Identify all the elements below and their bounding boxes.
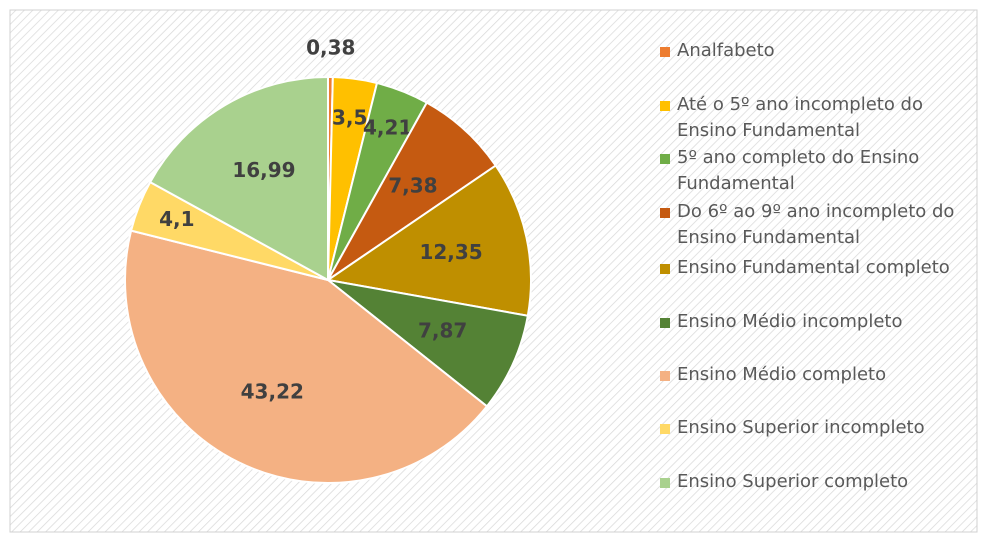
- legend-label: Ensino Médio completo: [677, 364, 887, 385]
- legend-swatch: [660, 478, 670, 488]
- legend-label: Ensino Superior incompleto: [677, 417, 925, 438]
- legend-label: Até o 5º ano incompleto do Ensino Fundam…: [677, 94, 923, 141]
- data-label: 43,22: [241, 379, 304, 403]
- legend-swatch: [660, 371, 670, 381]
- data-label: 16,99: [232, 158, 295, 182]
- legend-item: Ensino Fundamental completo: [660, 255, 980, 281]
- legend-swatch: [660, 318, 670, 328]
- legend-item: Ensino Médio completo: [660, 362, 980, 388]
- legend-label: Ensino Superior completo: [677, 471, 909, 492]
- legend-label: Do 6º ao 9º ano incompleto do Ensino Fun…: [677, 201, 955, 248]
- pie-slice: [327, 279, 529, 408]
- legend-swatch: [660, 264, 670, 274]
- legend-item: 5º ano completo do Ensino Fundamental: [660, 145, 980, 197]
- pie-slice: [325, 164, 532, 317]
- legend-item: Analfabeto: [660, 38, 980, 64]
- data-label: 0,38: [306, 36, 355, 60]
- legend-label: Analfabeto: [677, 40, 775, 61]
- pie-slice: [124, 229, 489, 484]
- data-label: 4,21: [363, 115, 412, 139]
- data-label: 3,5: [332, 106, 367, 130]
- pie-slice: [148, 75, 329, 282]
- legend-label: 5º ano completo do Ensino Fundamental: [677, 147, 920, 194]
- legend-item: Do 6º ao 9º ano incompleto do Ensino Fun…: [660, 199, 980, 251]
- data-label: 7,87: [418, 318, 467, 342]
- legend-swatch: [660, 47, 670, 57]
- legend-swatch: [660, 208, 670, 218]
- legend-item: Ensino Médio incompleto: [660, 309, 980, 335]
- legend-label: Ensino Médio incompleto: [677, 311, 903, 332]
- legend-swatch: [660, 101, 670, 111]
- data-label: 12,35: [419, 240, 482, 264]
- data-label: 4,1: [159, 207, 194, 231]
- legend-swatch: [660, 154, 670, 164]
- data-label: 7,38: [388, 174, 437, 198]
- legend-item: Ensino Superior completo: [660, 469, 980, 495]
- legend-label: Ensino Fundamental completo: [677, 257, 950, 278]
- legend-item: Ensino Superior incompleto: [660, 415, 980, 441]
- legend-item: Até o 5º ano incompleto do Ensino Fundam…: [660, 92, 980, 144]
- legend-swatch: [660, 424, 670, 434]
